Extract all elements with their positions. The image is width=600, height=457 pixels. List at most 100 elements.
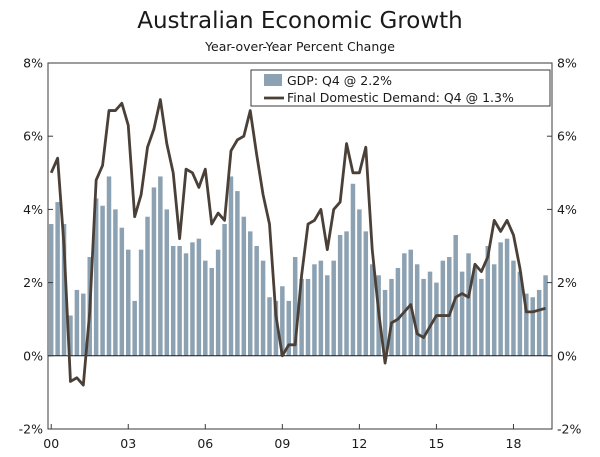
y-tick-left-label: -2% <box>19 422 43 437</box>
gdp-bar <box>466 253 471 356</box>
gdp-bar <box>222 224 227 356</box>
gdp-bar <box>151 187 157 356</box>
gdp-bar <box>286 300 292 356</box>
gdp-bar <box>196 238 202 356</box>
y-tick-left-label: 4% <box>23 202 43 217</box>
gdp-bar <box>113 209 118 356</box>
gdp-bar <box>158 176 163 356</box>
gdp-bar <box>241 216 247 356</box>
gdp-bar <box>312 264 317 356</box>
gdp-bar <box>530 297 535 356</box>
gdp-bar <box>299 278 304 356</box>
gdp-bar <box>254 246 259 356</box>
gdp-bar <box>132 300 137 356</box>
gdp-bar <box>357 209 362 356</box>
y-tick-right-label: 4% <box>557 202 577 217</box>
gdp-bar <box>273 300 279 356</box>
y-tick-left-label: 6% <box>23 129 43 144</box>
gdp-bar <box>382 289 388 356</box>
gdp-bar <box>337 235 343 356</box>
gdp-bar <box>235 191 240 356</box>
x-tick-label: 03 <box>120 436 136 451</box>
gdp-bar <box>543 275 548 356</box>
legend-box <box>250 69 551 107</box>
gdp-bar <box>453 235 458 356</box>
legend: GDP: Q4 @ 2.2% Final Domestic Demand: Q4… <box>250 69 551 107</box>
y-tick-right-label: 6% <box>557 129 577 144</box>
gdp-bar <box>292 256 298 356</box>
gdp-bar <box>440 260 446 356</box>
gdp-bar <box>504 238 510 356</box>
gdp-bars <box>48 176 548 356</box>
gdp-bar <box>536 289 542 356</box>
gdp-bar <box>203 260 208 356</box>
gdp-bar <box>331 260 336 356</box>
gdp-bar <box>498 242 503 356</box>
gdp-bar <box>414 264 420 356</box>
x-tick-label: 00 <box>43 436 59 451</box>
gdp-bar <box>402 253 407 356</box>
gdp-bar <box>511 260 516 356</box>
x-tick-label: 06 <box>197 436 213 451</box>
gdp-bar <box>395 267 401 356</box>
y-tick-right-label: 0% <box>557 348 577 363</box>
chart-subtitle: Year-over-Year Percent Change <box>205 39 395 54</box>
gdp-bar <box>479 278 484 356</box>
gdp-bar <box>48 224 54 356</box>
gdp-bar <box>68 315 73 356</box>
y-tick-left-label: 2% <box>23 275 43 290</box>
gdp-bar <box>164 209 170 356</box>
legend-gdp-label: GDP: Q4 @ 2.2% <box>287 73 392 88</box>
gdp-bar <box>267 297 272 356</box>
chart-title: Australian Economic Growth <box>137 8 463 34</box>
gdp-bar <box>427 271 433 356</box>
gdp-bar <box>55 202 60 356</box>
gdp-bar <box>280 286 285 356</box>
y-tick-right-label: 8% <box>557 56 577 71</box>
gdp-bar <box>81 293 86 356</box>
gdp-bar <box>524 293 529 356</box>
final-domestic-demand-line <box>49 98 546 387</box>
gdp-bar <box>408 249 413 356</box>
legend-gdp-swatch <box>264 74 282 86</box>
gdp-bar <box>74 289 80 356</box>
y-tick-right-label: 2% <box>557 275 577 290</box>
gdp-bar <box>61 224 67 356</box>
gdp-bar <box>209 267 214 356</box>
x-axis: 00 03 06 09 12 15 18 <box>43 424 521 451</box>
gdp-bar <box>491 264 497 356</box>
y-tick-left-label: 8% <box>23 56 43 71</box>
x-tick-label: 12 <box>351 436 367 451</box>
y-tick-left-label: 0% <box>23 348 43 363</box>
gdp-bar <box>228 176 234 356</box>
gdp-bar <box>138 249 144 356</box>
x-tick-label: 09 <box>274 436 290 451</box>
x-tick-label: 15 <box>428 436 444 451</box>
gdp-bar <box>447 256 452 356</box>
gdp-bar <box>318 260 324 356</box>
gdp-bar <box>459 271 465 356</box>
gdp-bar <box>106 176 112 356</box>
legend-fdd-label: Final Domestic Demand: Q4 @ 1.3% <box>287 90 514 105</box>
gdp-bar <box>93 198 99 356</box>
y-axis-left: -2% 0% 2% 4% 6% 8% <box>19 56 53 437</box>
gdp-bar <box>344 231 349 356</box>
gdp-bar <box>389 278 394 356</box>
gdp-bar <box>126 249 131 356</box>
gdp-bar <box>305 278 311 356</box>
gdp-bar <box>183 253 189 356</box>
gdp-bar <box>177 246 182 356</box>
gdp-bar <box>434 282 439 356</box>
gdp-bar <box>119 227 125 356</box>
gdp-bar <box>363 231 369 356</box>
gdp-bar <box>472 267 478 356</box>
gdp-bar <box>517 271 523 356</box>
gdp-bar <box>190 242 195 356</box>
gdp-bar <box>170 246 176 356</box>
gdp-bar <box>485 246 491 356</box>
y-axis-right: -2% 0% 2% 4% 6% 8% <box>547 56 581 437</box>
gdp-bar <box>215 249 221 356</box>
plot-frame <box>47 62 553 430</box>
gdp-bar <box>350 183 356 356</box>
